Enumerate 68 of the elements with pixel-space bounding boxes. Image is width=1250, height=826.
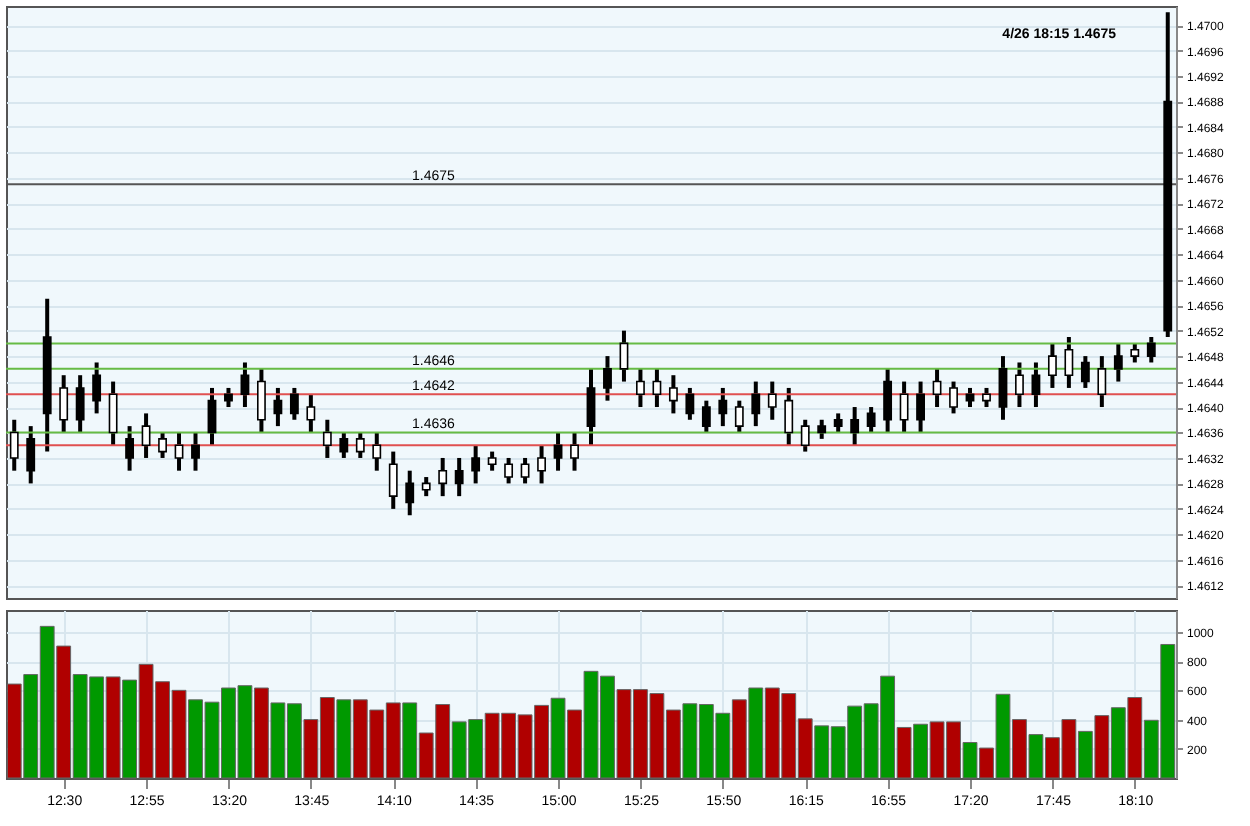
candlestick — [504, 455, 514, 486]
candlestick — [1146, 335, 1156, 365]
candlestick — [273, 385, 283, 429]
candlestick — [257, 366, 266, 435]
candlestick — [916, 379, 925, 435]
candlestick — [1015, 360, 1024, 410]
candlestick — [487, 449, 497, 473]
candlestick — [701, 398, 711, 435]
candlestick — [355, 430, 365, 460]
candlestick — [1064, 335, 1074, 390]
candlestick — [207, 385, 217, 448]
candlestick — [586, 366, 596, 448]
candlestick — [471, 443, 481, 486]
candlestick — [191, 430, 200, 473]
candlestick — [784, 385, 794, 448]
candlestick — [289, 385, 299, 422]
candlestick — [1047, 341, 1057, 390]
candlestick — [636, 366, 645, 410]
candlestick — [932, 366, 942, 410]
candlestick — [553, 430, 563, 473]
candlestick — [59, 373, 69, 435]
candlestick — [372, 430, 382, 473]
candlestick — [339, 430, 349, 460]
candlestick — [652, 366, 662, 410]
candlestick — [998, 354, 1008, 422]
candlestick — [850, 405, 860, 448]
candlestick — [537, 443, 546, 486]
candlestick — [1080, 354, 1090, 390]
candlestick — [9, 417, 19, 473]
candlestick — [883, 366, 893, 435]
candlestick — [1031, 360, 1041, 410]
candlestick — [405, 468, 415, 518]
candlestick — [685, 385, 695, 422]
candlestick — [388, 449, 398, 511]
candlestick — [833, 411, 843, 435]
candlestick — [108, 379, 118, 448]
candlestick — [240, 360, 250, 410]
candlestick — [800, 417, 810, 454]
candlestick — [899, 379, 909, 435]
candlestick — [817, 417, 827, 441]
candlestick — [668, 373, 678, 416]
candlestick — [866, 405, 876, 435]
candlestick — [734, 398, 744, 435]
candlestick — [520, 455, 530, 486]
candlestick — [141, 411, 151, 460]
candlestick — [751, 379, 761, 429]
candlestick — [75, 373, 85, 435]
candlestick — [224, 385, 233, 410]
candlestick — [125, 424, 135, 473]
candlestick — [570, 430, 579, 473]
candlestick — [26, 424, 36, 486]
candlestick — [158, 430, 167, 460]
candlestick — [421, 475, 431, 499]
candlestick — [438, 455, 448, 499]
candlestick — [619, 328, 629, 384]
candlestick — [982, 385, 991, 410]
candlestick — [454, 455, 464, 499]
candlestick — [1130, 341, 1140, 365]
candlestick — [322, 417, 332, 460]
candlestick — [949, 379, 958, 416]
candlestick — [718, 385, 728, 429]
candlestick — [92, 360, 102, 416]
candlestick — [1113, 341, 1123, 384]
candlestick — [767, 379, 777, 422]
candlestick — [174, 430, 184, 473]
candlestick — [1097, 354, 1107, 410]
candlestick — [306, 392, 316, 435]
candlestick — [603, 354, 612, 403]
